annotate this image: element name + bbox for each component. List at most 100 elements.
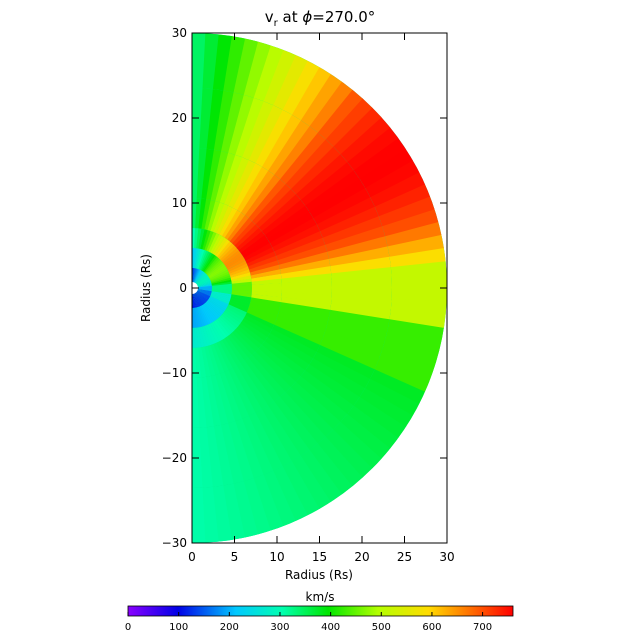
heatmap-cell bbox=[194, 228, 199, 249]
heatmap-cell bbox=[206, 231, 217, 252]
heatmap-cell bbox=[221, 247, 239, 263]
heatmap-cell bbox=[305, 363, 361, 406]
heatmap-cell bbox=[192, 148, 200, 199]
heatmap-cell bbox=[224, 252, 243, 267]
heatmap-cell bbox=[208, 266, 227, 278]
y-axis-label: Radius (Rs) bbox=[139, 254, 153, 322]
heatmap-cell bbox=[305, 169, 360, 212]
colorbar-tick-label: 400 bbox=[321, 622, 340, 633]
heatmap-cell bbox=[199, 427, 214, 488]
heatmap-cell bbox=[213, 237, 228, 256]
heatmap-cell bbox=[322, 330, 383, 360]
heatmap-cell bbox=[198, 228, 205, 249]
heatmap-cell bbox=[199, 306, 209, 326]
heatmap-cell bbox=[252, 183, 291, 225]
heatmap-cell bbox=[200, 229, 208, 250]
colorbar bbox=[127, 605, 514, 617]
heatmap-cell bbox=[223, 311, 241, 326]
heatmap-cell bbox=[296, 375, 348, 422]
heatmap-cell bbox=[280, 258, 331, 274]
heatmap-cell bbox=[261, 199, 306, 236]
heatmap-cell bbox=[206, 259, 222, 275]
heatmap-cell bbox=[389, 246, 447, 268]
heatmap-cell bbox=[246, 251, 276, 267]
heatmap-cell bbox=[202, 304, 216, 322]
heatmap-cell bbox=[196, 307, 203, 328]
heatmap-cell bbox=[204, 345, 216, 376]
heatmap-cell bbox=[230, 298, 250, 307]
heatmap-cell bbox=[387, 233, 447, 257]
heatmap-cell bbox=[211, 235, 225, 255]
heatmap-cell bbox=[206, 324, 217, 344]
heatmap-cell bbox=[200, 305, 211, 325]
heatmap-cell bbox=[211, 281, 232, 286]
heatmap-cell bbox=[216, 341, 234, 371]
heatmap-cell bbox=[382, 339, 444, 369]
heatmap-cell bbox=[325, 94, 376, 147]
y-tick-label: −20 bbox=[162, 451, 187, 465]
heatmap-cell bbox=[240, 234, 268, 256]
heatmap-cell bbox=[223, 250, 241, 265]
heatmap-cell bbox=[285, 138, 334, 189]
heatmap-cell bbox=[244, 315, 273, 333]
colorbar-tick-label: 600 bbox=[422, 622, 441, 633]
heatmap-cell bbox=[206, 261, 224, 276]
heatmap-cell bbox=[317, 436, 367, 491]
heatmap-cell bbox=[227, 304, 247, 316]
heatmap-cell bbox=[319, 337, 379, 370]
heatmap-cell bbox=[232, 33, 260, 95]
heatmap-cell bbox=[208, 233, 220, 253]
heatmap-cell bbox=[374, 359, 436, 394]
heatmap-cell bbox=[248, 178, 286, 222]
heatmap-cell bbox=[224, 309, 243, 324]
heatmap-cell bbox=[223, 483, 247, 543]
heatmap-cell bbox=[258, 194, 301, 232]
heatmap-cell bbox=[370, 368, 430, 406]
heatmap-cell bbox=[210, 322, 223, 342]
heatmap-cell bbox=[231, 275, 252, 282]
x-tick-label: 15 bbox=[312, 550, 327, 564]
heatmap-cell bbox=[236, 227, 262, 251]
heatmap-cell bbox=[280, 301, 331, 318]
heatmap-cell bbox=[272, 324, 321, 352]
heatmap-cell bbox=[244, 174, 281, 219]
heatmap-cell bbox=[206, 300, 224, 315]
heatmap-cell bbox=[213, 320, 228, 339]
heatmap-cell bbox=[192, 228, 196, 249]
heatmap-cell bbox=[221, 313, 239, 329]
heatmap-cell bbox=[331, 287, 392, 299]
heatmap-cell bbox=[309, 357, 366, 397]
heatmap-cell bbox=[215, 239, 230, 257]
heatmap-cell bbox=[262, 405, 302, 462]
heatmap-cell bbox=[243, 478, 274, 540]
heatmap-cell bbox=[206, 376, 222, 427]
heatmap-cell bbox=[194, 327, 199, 348]
x-tick-label: 10 bbox=[269, 550, 284, 564]
heatmap-cell bbox=[280, 297, 332, 310]
heatmap-cell bbox=[227, 215, 249, 242]
heatmap-cell bbox=[267, 119, 310, 175]
heatmap-cell bbox=[209, 296, 229, 307]
heatmap-cell bbox=[215, 152, 236, 203]
heatmap-cell bbox=[359, 387, 418, 430]
heatmap-cell bbox=[201, 252, 212, 271]
heatmap-cell bbox=[246, 309, 277, 325]
y-axis-ticks: 30 20 10 0 −10 −20 −30 bbox=[162, 26, 447, 550]
heatmap-cell bbox=[210, 202, 225, 232]
heatmap-cell bbox=[225, 307, 245, 321]
heatmap-cell bbox=[224, 336, 246, 364]
heatmap-cell bbox=[232, 220, 256, 246]
heatmap-cell bbox=[331, 294, 392, 309]
heatmap-cell bbox=[230, 296, 251, 304]
heatmap-cell bbox=[225, 255, 244, 268]
heatmap-cell bbox=[208, 297, 227, 310]
heatmap-cell bbox=[347, 123, 403, 171]
heatmap-cell bbox=[238, 231, 265, 253]
heatmap-cell bbox=[202, 326, 211, 346]
heatmap-cell bbox=[201, 199, 211, 230]
heatmap-cell bbox=[313, 351, 371, 388]
heatmap-cell bbox=[263, 44, 298, 106]
heatmap-cell bbox=[228, 421, 255, 482]
heatmap-cell bbox=[316, 196, 375, 232]
